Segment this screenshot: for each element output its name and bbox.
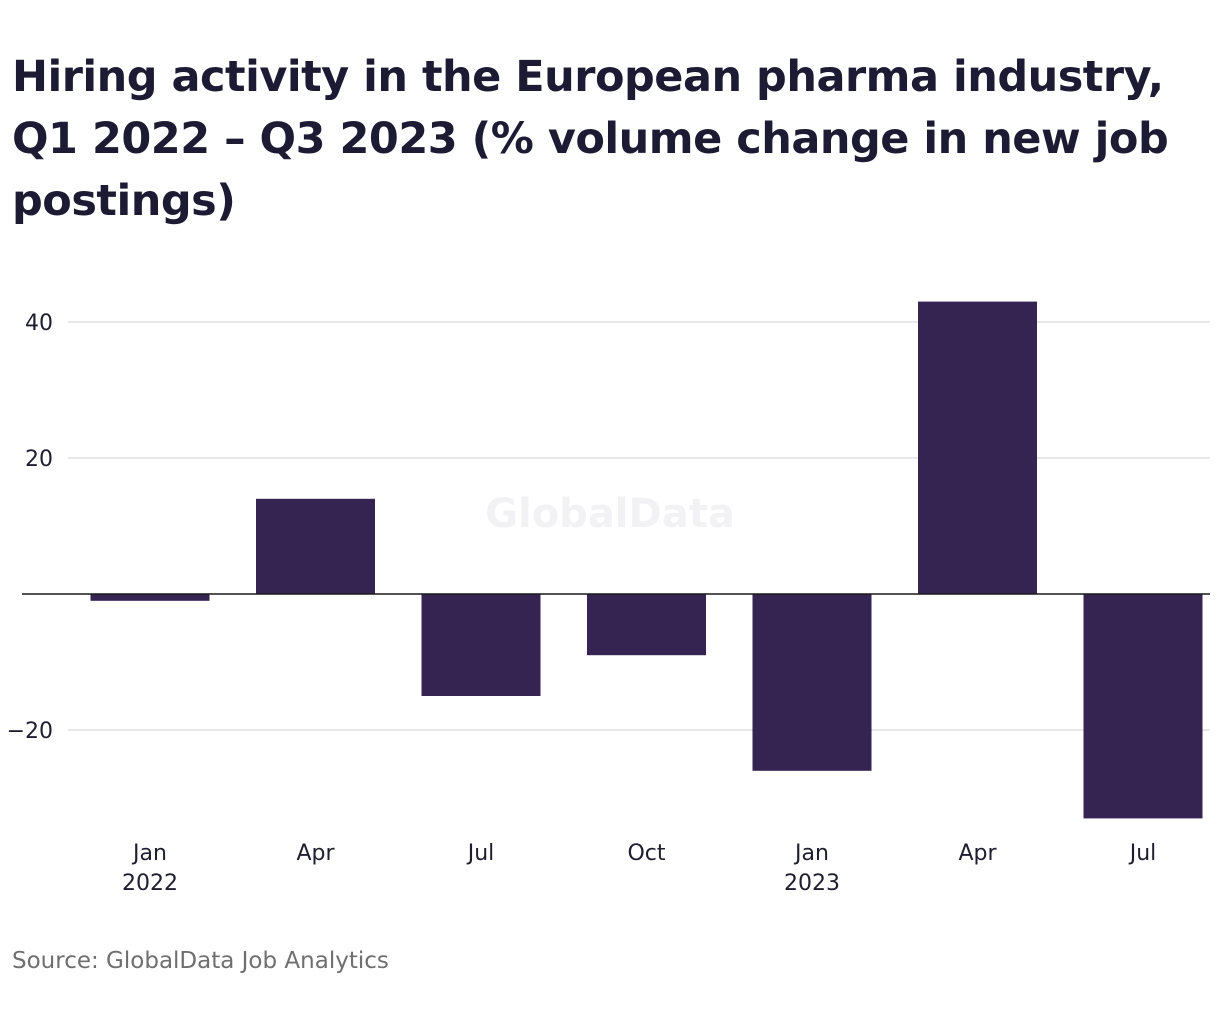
chart-title: Hiring activity in the European pharma i… — [12, 52, 1169, 226]
bar — [918, 301, 1037, 594]
y-tick-label: −20 — [7, 719, 53, 744]
x-tick-label: Apr — [958, 841, 997, 866]
x-tick-label: Jan — [131, 841, 167, 866]
y-tick-label: 40 — [25, 311, 53, 336]
x-tick-label: Apr — [296, 841, 335, 866]
bar — [90, 594, 210, 601]
y-tick-label: 20 — [25, 447, 53, 472]
x-tick-label: Jan — [793, 841, 829, 866]
watermark-text: GlobalData — [485, 491, 735, 537]
x-tick-label: Oct — [627, 841, 665, 866]
bar — [1083, 594, 1203, 819]
x-tick-label: Jul — [466, 841, 495, 866]
source-note: Source: GlobalData Job Analytics — [12, 948, 389, 974]
x-tick-label: 2023 — [784, 871, 840, 896]
bar-chart: GlobalData −20 20 40 Jan 2022 Apr Jul Oct Jan 20… — [7, 301, 1210, 896]
bar — [256, 498, 375, 594]
bars — [90, 301, 1203, 819]
x-axis-tick-labels: Jan 2022 Apr Jul Oct Jan 2023 Apr Jul — [122, 841, 1156, 896]
bar — [752, 594, 872, 771]
bar — [421, 594, 541, 696]
y-axis-tick-labels: −20 20 40 — [7, 311, 53, 744]
x-tick-label: Jul — [1128, 841, 1157, 866]
bar — [587, 594, 706, 656]
x-tick-label: 2022 — [122, 871, 178, 896]
